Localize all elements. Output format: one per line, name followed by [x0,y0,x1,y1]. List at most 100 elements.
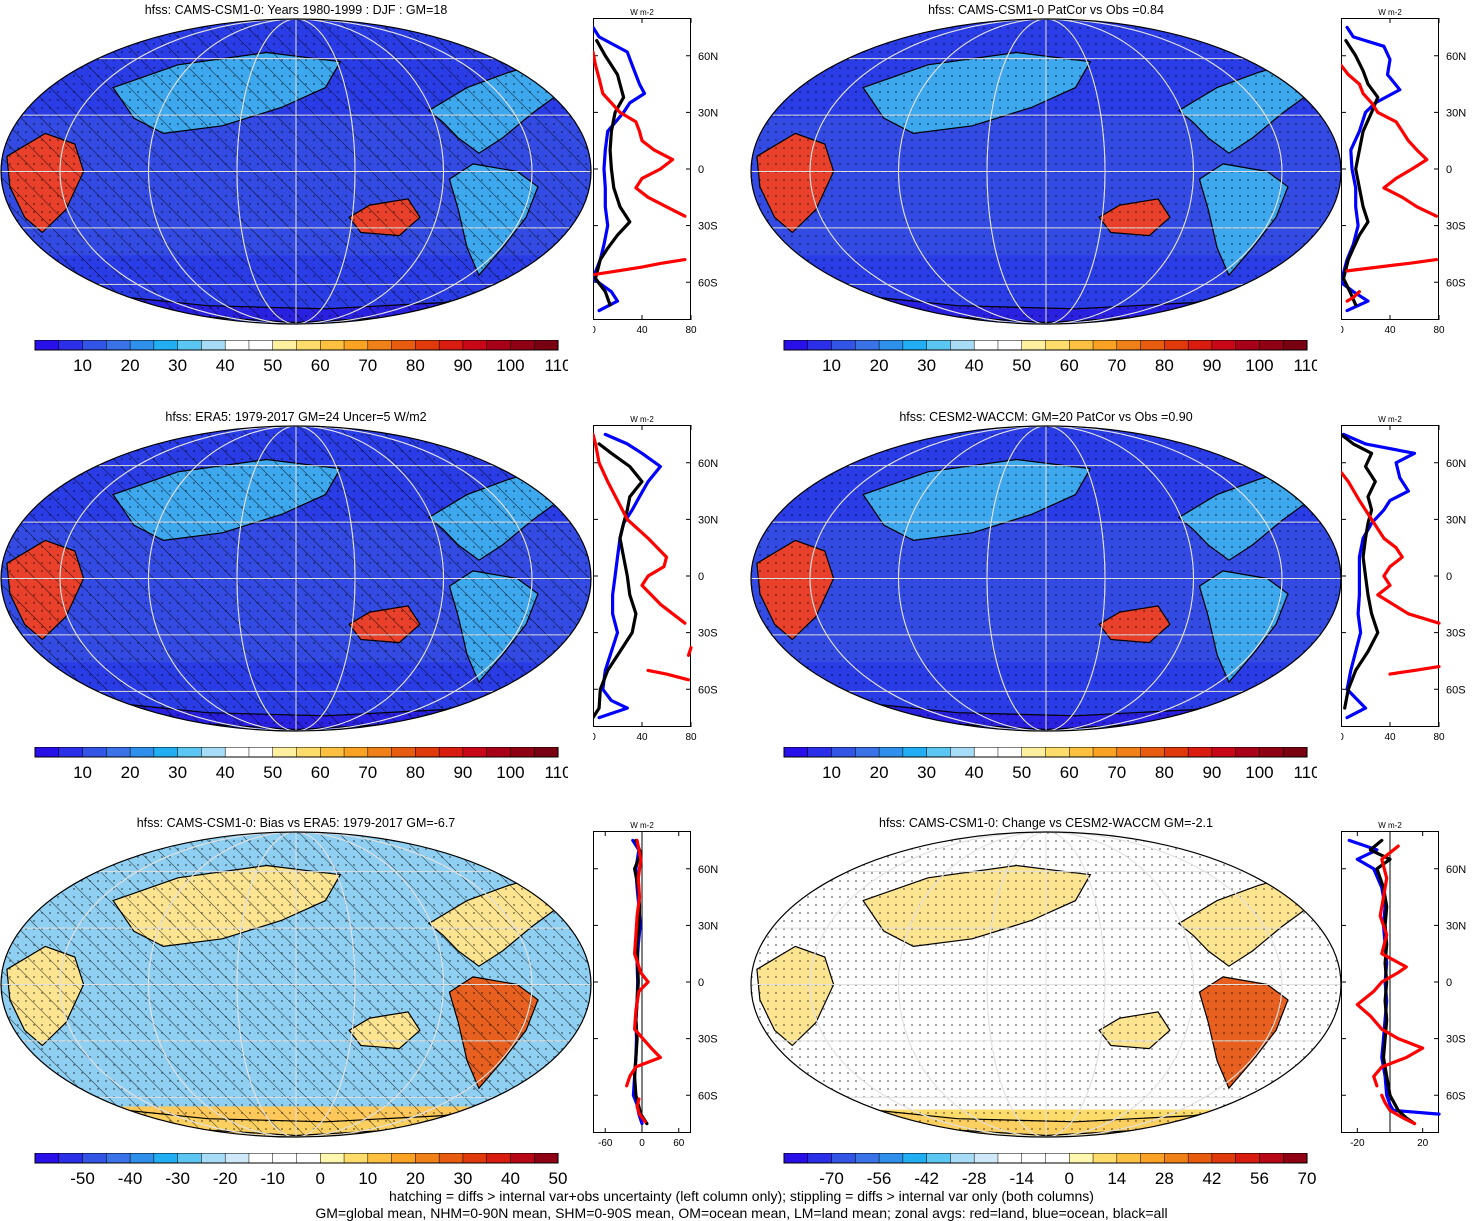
lat-label: 30S [698,1034,718,1046]
colorbar-label: 60 [311,356,330,375]
colorbar-swatch [201,1153,226,1164]
lat-label: 0 [698,977,704,989]
colorbar-swatch [296,1153,321,1164]
lat-label: 30S [1446,1034,1466,1046]
colorbar-swatch [343,747,369,758]
zonal-mean-plot: 0 40 80 W m-2 60N 30N 0 30S 60S [593,415,718,743]
colorbar-swatch [831,747,856,758]
colorbar-swatch [415,747,440,758]
x-tick-label: -60 [598,1138,613,1149]
colorbar-swatch [343,1153,369,1164]
colorbar-swatch [1259,1153,1284,1164]
colorbar-swatch [201,747,226,758]
colorbar-label: 70 [358,763,377,782]
colorbar-swatch [486,1153,512,1164]
colorbar-label: 30 [917,356,936,375]
colorbar-swatch [950,747,975,758]
colorbar-swatch [367,747,393,758]
zonal-series-land [1380,1093,1417,1126]
colorbar-swatch [831,1153,856,1164]
unit-label: W m-2 [630,8,654,17]
colorbar-label: 110 [544,356,568,375]
lat-label: 60S [698,1090,718,1102]
lat-label: 60N [1446,864,1466,876]
colorbar-swatch [438,747,464,758]
world-map [0,425,592,732]
colorbar-label: 60 [311,763,330,782]
colorbar-label: 110 [1293,763,1317,782]
colorbar-swatch [855,340,880,351]
colorbar-swatch [248,747,274,758]
colorbar-swatch [973,747,999,758]
zonal-mean-plot: -60 0 60 W m-2 60N 30N 0 30S 60S [593,821,718,1149]
colorbar-frame [783,340,1308,351]
lat-label: 60S [1446,277,1466,289]
colorbar-swatch [129,340,155,351]
colorbar-swatch [106,747,131,758]
lat-label: 60N [698,864,718,876]
zonal-series-land [1341,63,1439,218]
colorbar-swatch [1235,340,1261,351]
colorbar-label: 10 [822,763,841,782]
colorbar-swatch [926,340,951,351]
colorbar-swatch [1164,747,1189,758]
lat-label: 30N [698,514,718,526]
colorbar-label: 80 [406,763,425,782]
colorbar-swatch [533,340,559,351]
colorbar-swatch [391,1153,416,1164]
colorbar-swatch [248,340,274,351]
colorbar-label: -70 [819,1169,844,1188]
map-outline [0,425,592,732]
colorbar-label: 90 [1202,356,1221,375]
colorbar-swatch [415,340,440,351]
colorbar-swatch [1211,340,1237,351]
colorbar-swatch [533,747,559,758]
colorbar-swatch [486,747,512,758]
colorbar-label: 50 [1012,356,1031,375]
world-map [750,425,1342,732]
colorbar-swatch [1045,340,1070,351]
colorbar-swatch [462,340,488,351]
colorbar-label: 30 [917,763,936,782]
colorbar-swatch [82,340,107,351]
zonal-mean-plot: 0 40 80 W m-2 60N 30N 0 30S 60S [1341,8,1466,336]
colorbar-label: -56 [867,1169,892,1188]
colorbar-swatch [950,1153,975,1164]
colorbar-swatch [855,1153,880,1164]
colorbar-label: 30 [453,1169,472,1188]
colorbar-swatch [1140,340,1165,351]
zonal-series-land [593,432,687,625]
x-tick-label: 80 [685,732,697,743]
colorbar-label: 10 [358,1169,377,1188]
colorbar-swatch [153,747,179,758]
colorbar-swatch [320,1153,345,1164]
colorbar-swatch [973,340,999,351]
zonal-frame [593,425,691,727]
colorbar-label: 80 [1155,356,1174,375]
colorbar-label: 0 [316,1169,325,1188]
colorbar-swatch [320,747,345,758]
lat-label: 30N [1446,514,1466,526]
lat-label: 30S [698,221,718,233]
colorbar-label: 14 [1107,1169,1126,1188]
colorbar-swatch [878,1153,904,1164]
lat-label: 0 [1446,571,1452,583]
colorbar-swatch [1282,1153,1308,1164]
colorbar-label: 10 [73,356,92,375]
colorbar-swatch [783,1153,809,1164]
colorbar-frame [34,747,559,758]
colorbar-label: 40 [501,1169,520,1188]
colorbar-label: 80 [406,356,425,375]
colorbar-swatch [807,1153,833,1164]
lat-label: 60N [698,458,718,470]
x-tick-label: -20 [1350,1138,1365,1149]
colorbar-label: 50 [263,763,282,782]
colorbar-swatch [58,340,84,351]
colorbar-label: 90 [453,356,472,375]
colorbar-swatch [1259,747,1284,758]
lat-label: 30N [1446,107,1466,119]
x-tick-label: 80 [685,325,697,336]
colorbar-swatch [1282,747,1308,758]
x-tick-label: 0 [593,732,596,743]
colorbar-label: 30 [168,763,187,782]
